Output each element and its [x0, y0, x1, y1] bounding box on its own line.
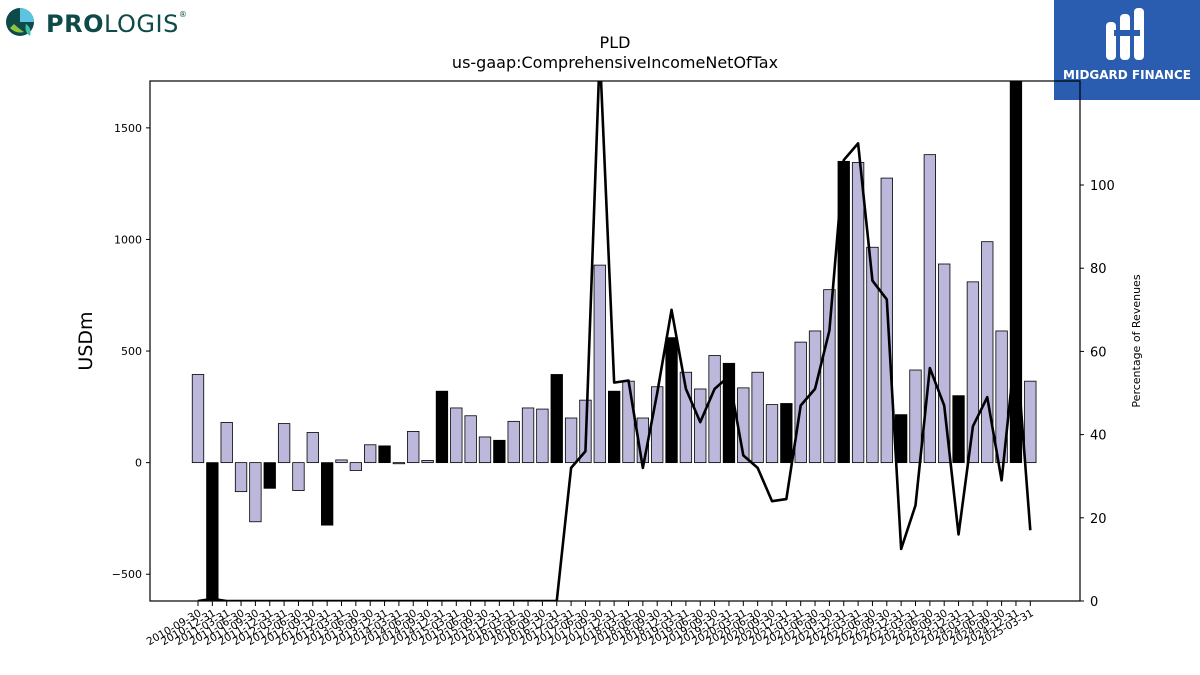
- bar-2023-09-30: [938, 263, 951, 464]
- bar-2012-09-30: [306, 432, 319, 464]
- bar-2017-03-31: [564, 417, 578, 464]
- y2-axis-label: Percentage of Revenues: [1130, 274, 1143, 407]
- bar-2025-03-31: [1024, 380, 1037, 464]
- bar-2016-09-30: [536, 408, 549, 464]
- bar-2020-12-31: [780, 403, 793, 464]
- bar-series: [191, 81, 1037, 601]
- bar-2010-09-30: [191, 374, 205, 464]
- y-axis-right: 0 20 40 60 80 100: [1080, 179, 1115, 610]
- bar-2022-03-31: [851, 162, 865, 464]
- y-tick-label: −500: [112, 568, 142, 581]
- percentage-line-series: [197, 81, 1032, 601]
- bar-2011-12-31: [263, 462, 276, 489]
- x-axis: 2010-09-302010-12-312011-03-312011-06-30…: [145, 601, 1036, 648]
- bar-2020-09-30: [765, 404, 779, 464]
- plot-frame: [149, 80, 1081, 602]
- bar-2015-06-30: [464, 415, 477, 464]
- bar-2017-12-31: [608, 390, 621, 464]
- bar-2024-12-31: [1009, 81, 1023, 464]
- percentage-line: [197, 81, 1032, 601]
- bar-2023-06-30: [923, 154, 936, 464]
- midgard-finance-logo: MIDGARD FINANCE: [1054, 0, 1200, 100]
- bar-2023-03-31: [909, 369, 922, 464]
- y2-tick-label: 40: [1090, 429, 1107, 444]
- bar-2024-03-31: [966, 281, 980, 464]
- bar-2024-06-30: [981, 241, 994, 464]
- prologis-wordmark: PROLOGIS®: [46, 10, 188, 38]
- bar-2021-09-30: [823, 289, 836, 464]
- bar-2014-12-31: [435, 390, 449, 464]
- bar-2018-03-31: [622, 380, 635, 464]
- bar-2011-06-30: [234, 462, 248, 493]
- y-tick-label: 500: [121, 345, 142, 358]
- bar-2013-06-30: [349, 462, 363, 471]
- y-tick-label: 1500: [114, 122, 142, 135]
- y-tick-label: 0: [135, 457, 142, 470]
- bar-2015-09-30: [478, 436, 492, 464]
- bar-2022-06-30: [866, 246, 879, 464]
- bar-2016-06-30: [521, 407, 535, 464]
- bar-2015-03-31: [450, 407, 463, 464]
- y-axis-label: USDm: [75, 311, 97, 370]
- bar-2024-09-30: [995, 330, 1008, 464]
- bar-2022-12-31: [895, 414, 908, 464]
- chart-subtitle: us-gaap:ComprehensiveIncomeNetOfTax: [451, 53, 779, 72]
- y2-tick-label: 100: [1090, 179, 1115, 194]
- midgard-emblem-icon: [1106, 8, 1144, 60]
- y2-tick-label: 60: [1090, 345, 1107, 360]
- bar-2016-12-31: [550, 374, 563, 464]
- bar-2019-03-31: [679, 371, 693, 464]
- bar-2019-06-30: [694, 388, 707, 464]
- y2-tick-label: 20: [1090, 512, 1107, 527]
- bar-2012-12-31: [320, 462, 334, 526]
- chart-title: PLD: [599, 33, 631, 52]
- bar-2015-12-31: [493, 439, 506, 464]
- bar-2011-03-31: [220, 422, 233, 464]
- bar-2012-06-30: [292, 462, 305, 491]
- bar-2021-03-31: [794, 341, 807, 464]
- bar-2023-12-31: [952, 395, 965, 464]
- y2-tick-label: 0: [1090, 595, 1098, 610]
- bar-2021-06-30: [808, 330, 822, 464]
- bar-2012-03-31: [277, 423, 291, 464]
- prologis-globe-icon: [6, 8, 34, 36]
- bar-2020-06-30: [751, 371, 764, 464]
- bar-2019-09-30: [708, 355, 721, 464]
- bar-2016-03-31: [507, 420, 520, 464]
- bar-2014-09-30: [421, 459, 434, 464]
- midgard-finance-label: MIDGARD FINANCE: [1063, 68, 1191, 82]
- bar-2011-09-30: [249, 462, 262, 523]
- bar-2010-12-31: [206, 462, 219, 601]
- prologis-logo: PROLOGIS®: [4, 4, 194, 42]
- y-tick-label: 1000: [114, 233, 142, 246]
- bar-2013-03-31: [335, 459, 348, 464]
- bar-2014-03-31: [392, 462, 406, 465]
- bar-2017-09-30: [593, 264, 606, 464]
- bar-2014-06-30: [407, 430, 420, 464]
- bar-2018-12-31: [665, 337, 678, 464]
- bar-2013-09-30: [364, 444, 377, 464]
- bar-2013-12-31: [378, 445, 391, 464]
- y-axis-left: −500 0 500 1000 1500: [112, 122, 150, 581]
- y2-tick-label: 80: [1090, 262, 1107, 277]
